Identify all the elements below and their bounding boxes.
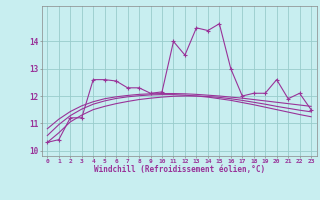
X-axis label: Windchill (Refroidissement éolien,°C): Windchill (Refroidissement éolien,°C) (94, 165, 265, 174)
